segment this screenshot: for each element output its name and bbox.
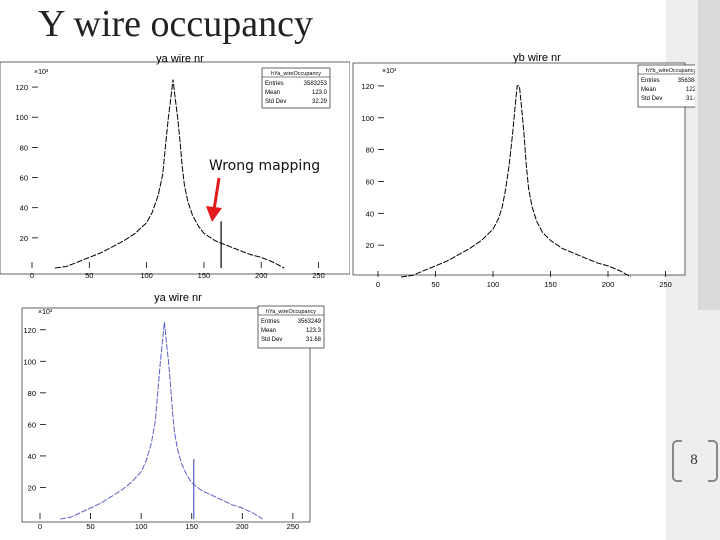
stats-value: 31.63 <box>686 96 695 102</box>
y-tick-label: 80 <box>20 143 28 152</box>
y-tick-label: 100 <box>23 357 36 366</box>
stats-value: 123.3 <box>306 328 322 334</box>
y-tick-label: 100 <box>15 113 28 122</box>
y-tick-label: 60 <box>28 420 36 429</box>
stats-name: hYb_wireOccupancy <box>646 68 695 74</box>
page-bracket-right <box>708 440 718 482</box>
series-line <box>60 321 263 520</box>
right-decor-stripe-dark <box>698 0 720 310</box>
stats-label: Std Dev <box>641 96 662 102</box>
y-tick-label: 20 <box>366 241 374 250</box>
x-tick-label: 50 <box>86 522 94 531</box>
x-tick-label: 150 <box>544 280 557 289</box>
stats-box: hYa_wireOccupancy Entries 3583253 Mean 123.0… <box>261 67 331 109</box>
y-tick-label: 20 <box>20 234 28 243</box>
x-tick-label: 250 <box>287 522 300 531</box>
x-tick-label: 50 <box>431 280 439 289</box>
wrong-mapping-annotation: Wrong mapping <box>209 158 321 174</box>
x-tick-label: 0 <box>38 522 42 531</box>
y-exponent-label: ×10³ <box>34 69 49 76</box>
x-tick-label: 50 <box>85 271 93 280</box>
stats-label: Std Dev <box>261 337 282 343</box>
x-tick-label: 250 <box>312 271 325 280</box>
plot-frame <box>352 62 686 276</box>
stats-value: 123.0 <box>312 90 328 96</box>
x-tick-label: 200 <box>236 522 249 531</box>
stats-value: 3583253 <box>304 81 328 87</box>
series-line <box>54 79 285 269</box>
x-tick-label: 0 <box>376 280 380 289</box>
stats-box: hYb_wireOccupancy Entries 3563847 Mean 122.0… <box>637 64 695 108</box>
stats-label: Entries <box>265 81 284 87</box>
red-arrow-icon <box>206 177 222 222</box>
stats-value: 122.0 <box>686 87 695 93</box>
series-line <box>400 85 632 278</box>
stats-box: hYa_wireOccupancy Entries 3563249 Mean 123.3… <box>257 305 325 349</box>
y-exponent-label: ×10³ <box>382 68 397 75</box>
x-tick-label: 200 <box>255 271 268 280</box>
stats-label: Mean <box>641 87 656 93</box>
stats-label: Mean <box>265 90 280 96</box>
arrow-shaft <box>212 177 221 211</box>
x-tick-label: 200 <box>602 280 615 289</box>
stats-label: Std Dev <box>265 99 286 105</box>
x-tick-label: 100 <box>487 280 500 289</box>
x-tick-label: 0 <box>30 271 34 280</box>
page-bracket-left <box>672 440 682 482</box>
chart-ya-top: ya wire nr ×10³ 20 40 60 80 100 120 0 50 100 150 200… <box>0 53 350 280</box>
stats-box-frame <box>257 305 325 349</box>
stats-name: hYa_wireOccupancy <box>271 71 321 77</box>
stats-label: Entries <box>641 78 660 84</box>
chart-title: yb wire nr <box>513 52 561 64</box>
chart-title: ya wire nr <box>156 53 204 65</box>
x-tick-label: 250 <box>659 280 672 289</box>
y-tick-label: 120 <box>361 82 374 91</box>
stats-value: 32.29 <box>312 99 328 105</box>
y-exponent-label: ×10³ <box>38 309 53 316</box>
stats-name: hYa_wireOccupancy <box>266 309 316 315</box>
slide-title: Y wire occupancy <box>38 3 314 45</box>
stats-value: 3563249 <box>298 319 322 325</box>
chart-title: ya wire nr <box>154 292 202 304</box>
y-tick-label: 100 <box>361 114 374 123</box>
stats-label: Mean <box>261 328 276 334</box>
stats-box-frame <box>261 67 331 109</box>
x-tick-label: 150 <box>198 271 211 280</box>
y-tick-label: 40 <box>20 204 28 213</box>
chart-ya-bottom: ya wire nr ×10³ 20 40 60 80 100 120 0 50 100 150 200… <box>21 292 325 531</box>
stats-value: 31.68 <box>306 337 322 343</box>
y-tick-label: 80 <box>28 389 36 398</box>
page-number: 8 <box>690 452 698 468</box>
y-tick-label: 120 <box>15 83 28 92</box>
y-tick-label: 120 <box>23 326 36 335</box>
y-tick-label: 60 <box>366 177 374 186</box>
stats-value: 3563847 <box>678 78 695 84</box>
chart-yb: yb wire nr ×10³ 20 40 60 80 100 120 0 50 100 150 200… <box>352 52 695 289</box>
y-tick-label: 40 <box>366 209 374 218</box>
y-tick-label: 60 <box>20 174 28 183</box>
arrow-head <box>206 206 222 222</box>
x-tick-label: 100 <box>135 522 148 531</box>
y-tick-label: 20 <box>28 483 36 492</box>
stats-label: Entries <box>261 319 280 325</box>
x-tick-label: 150 <box>185 522 198 531</box>
x-tick-label: 100 <box>140 271 153 280</box>
y-tick-label: 80 <box>366 146 374 155</box>
stats-box-frame <box>637 64 695 108</box>
y-tick-label: 40 <box>28 452 36 461</box>
